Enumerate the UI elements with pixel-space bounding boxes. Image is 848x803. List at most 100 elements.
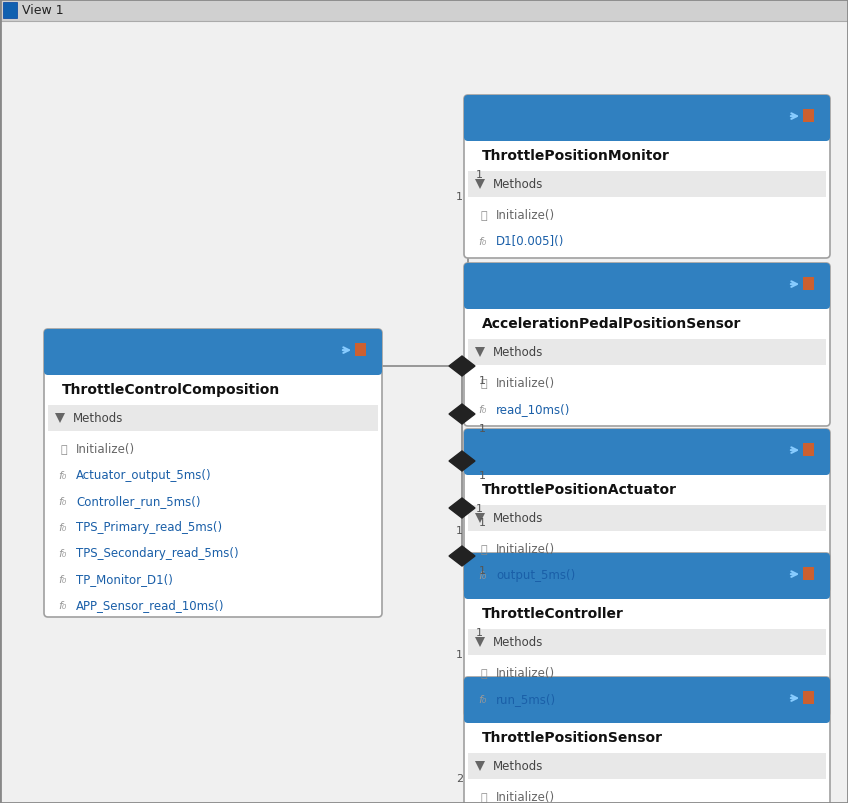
FancyBboxPatch shape (803, 110, 814, 123)
Text: ThrottlePositionActuator: ThrottlePositionActuator (482, 483, 677, 496)
Text: Initialize(): Initialize() (76, 443, 135, 456)
Polygon shape (475, 180, 485, 190)
Text: ⏻: ⏻ (481, 668, 488, 679)
Text: 1: 1 (479, 376, 486, 385)
FancyBboxPatch shape (0, 0, 848, 22)
Text: AccelerationPedalPositionSensor: AccelerationPedalPositionSensor (482, 316, 741, 331)
Text: Initialize(): Initialize() (496, 666, 555, 679)
Text: 1: 1 (479, 517, 486, 528)
Text: Actuator_output_5ms(): Actuator_output_5ms() (76, 469, 212, 482)
Polygon shape (475, 513, 485, 524)
Text: TP_Monitor_D1(): TP_Monitor_D1() (76, 573, 173, 585)
Text: 1: 1 (476, 503, 483, 513)
FancyBboxPatch shape (468, 630, 826, 655)
FancyBboxPatch shape (464, 263, 830, 310)
Text: Methods: Methods (493, 178, 544, 191)
Text: 1: 1 (476, 627, 483, 638)
FancyBboxPatch shape (355, 344, 366, 357)
FancyBboxPatch shape (468, 287, 826, 308)
Text: APP_Sensor_read_10ms(): APP_Sensor_read_10ms() (76, 599, 225, 612)
Polygon shape (475, 348, 485, 357)
Polygon shape (449, 499, 475, 519)
FancyBboxPatch shape (44, 329, 382, 376)
Text: f₀: f₀ (58, 601, 66, 610)
Polygon shape (475, 638, 485, 647)
FancyBboxPatch shape (468, 172, 826, 198)
Polygon shape (449, 357, 475, 377)
Text: D1[0.005](): D1[0.005]() (496, 235, 565, 248)
Text: TPS_Secondary_read_5ms(): TPS_Secondary_read_5ms() (76, 547, 238, 560)
Text: Initialize(): Initialize() (496, 377, 555, 390)
Text: Methods: Methods (73, 412, 123, 425)
Text: Methods: Methods (493, 346, 544, 359)
Polygon shape (449, 546, 475, 566)
Text: ⏻: ⏻ (481, 792, 488, 802)
Text: f₀: f₀ (58, 522, 66, 532)
FancyBboxPatch shape (468, 452, 826, 473)
Text: ⏻: ⏻ (61, 444, 67, 454)
Text: f₀: f₀ (58, 574, 66, 585)
Text: Initialize(): Initialize() (496, 543, 555, 556)
FancyBboxPatch shape (464, 96, 830, 259)
FancyBboxPatch shape (48, 353, 378, 373)
Text: Initialize(): Initialize() (496, 790, 555, 803)
Text: f₀: f₀ (58, 496, 66, 507)
FancyBboxPatch shape (468, 505, 826, 532)
Text: ThrottleController: ThrottleController (482, 606, 624, 620)
Text: ⏻: ⏻ (481, 544, 488, 554)
FancyBboxPatch shape (3, 3, 17, 19)
FancyBboxPatch shape (464, 553, 830, 716)
Polygon shape (475, 761, 485, 771)
Polygon shape (55, 414, 65, 423)
FancyBboxPatch shape (464, 430, 830, 593)
FancyBboxPatch shape (468, 340, 826, 365)
Text: 1: 1 (479, 565, 486, 575)
FancyBboxPatch shape (464, 677, 830, 723)
Text: 1: 1 (479, 471, 486, 480)
Text: f₀: f₀ (58, 548, 66, 558)
Text: f₀: f₀ (478, 405, 487, 414)
Text: f₀: f₀ (58, 471, 66, 480)
Text: 1: 1 (456, 649, 463, 659)
FancyBboxPatch shape (464, 263, 830, 426)
FancyBboxPatch shape (803, 278, 814, 291)
Text: View 1: View 1 (22, 5, 64, 18)
FancyBboxPatch shape (464, 553, 830, 599)
FancyBboxPatch shape (464, 430, 830, 475)
Text: 1: 1 (456, 360, 463, 369)
FancyBboxPatch shape (468, 753, 826, 779)
FancyBboxPatch shape (803, 568, 814, 581)
FancyBboxPatch shape (44, 329, 382, 618)
Text: ⏻: ⏻ (481, 378, 488, 389)
Text: Initialize(): Initialize() (496, 210, 555, 222)
FancyBboxPatch shape (464, 96, 830, 142)
Text: 1: 1 (476, 169, 483, 180)
Text: run_5ms(): run_5ms() (496, 693, 556, 706)
Text: 1: 1 (479, 423, 486, 434)
FancyBboxPatch shape (468, 700, 826, 721)
Text: f₀: f₀ (478, 237, 487, 247)
Text: 1: 1 (456, 192, 463, 202)
Text: Methods: Methods (493, 512, 544, 525)
Text: TPS_Primary_read_5ms(): TPS_Primary_read_5ms() (76, 521, 222, 534)
FancyBboxPatch shape (803, 691, 814, 704)
Text: ⏻: ⏻ (481, 210, 488, 221)
Text: f₀: f₀ (478, 570, 487, 581)
FancyBboxPatch shape (468, 119, 826, 140)
Text: Controller_run_5ms(): Controller_run_5ms() (76, 495, 200, 507)
Text: 1: 1 (456, 525, 463, 536)
Polygon shape (449, 451, 475, 471)
Text: ThrottlePositionSensor: ThrottlePositionSensor (482, 730, 663, 744)
FancyBboxPatch shape (803, 443, 814, 457)
Text: read_10ms(): read_10ms() (496, 403, 571, 416)
FancyBboxPatch shape (48, 406, 378, 431)
Text: Methods: Methods (493, 636, 544, 649)
Text: 2: 2 (456, 773, 463, 783)
Text: ThrottlePositionMonitor: ThrottlePositionMonitor (482, 149, 670, 163)
Text: Methods: Methods (493, 760, 544, 772)
FancyBboxPatch shape (468, 577, 826, 597)
Text: output_5ms(): output_5ms() (496, 569, 575, 582)
FancyBboxPatch shape (464, 677, 830, 803)
Text: ThrottleControlComposition: ThrottleControlComposition (62, 382, 280, 397)
Text: f₀: f₀ (478, 694, 487, 704)
